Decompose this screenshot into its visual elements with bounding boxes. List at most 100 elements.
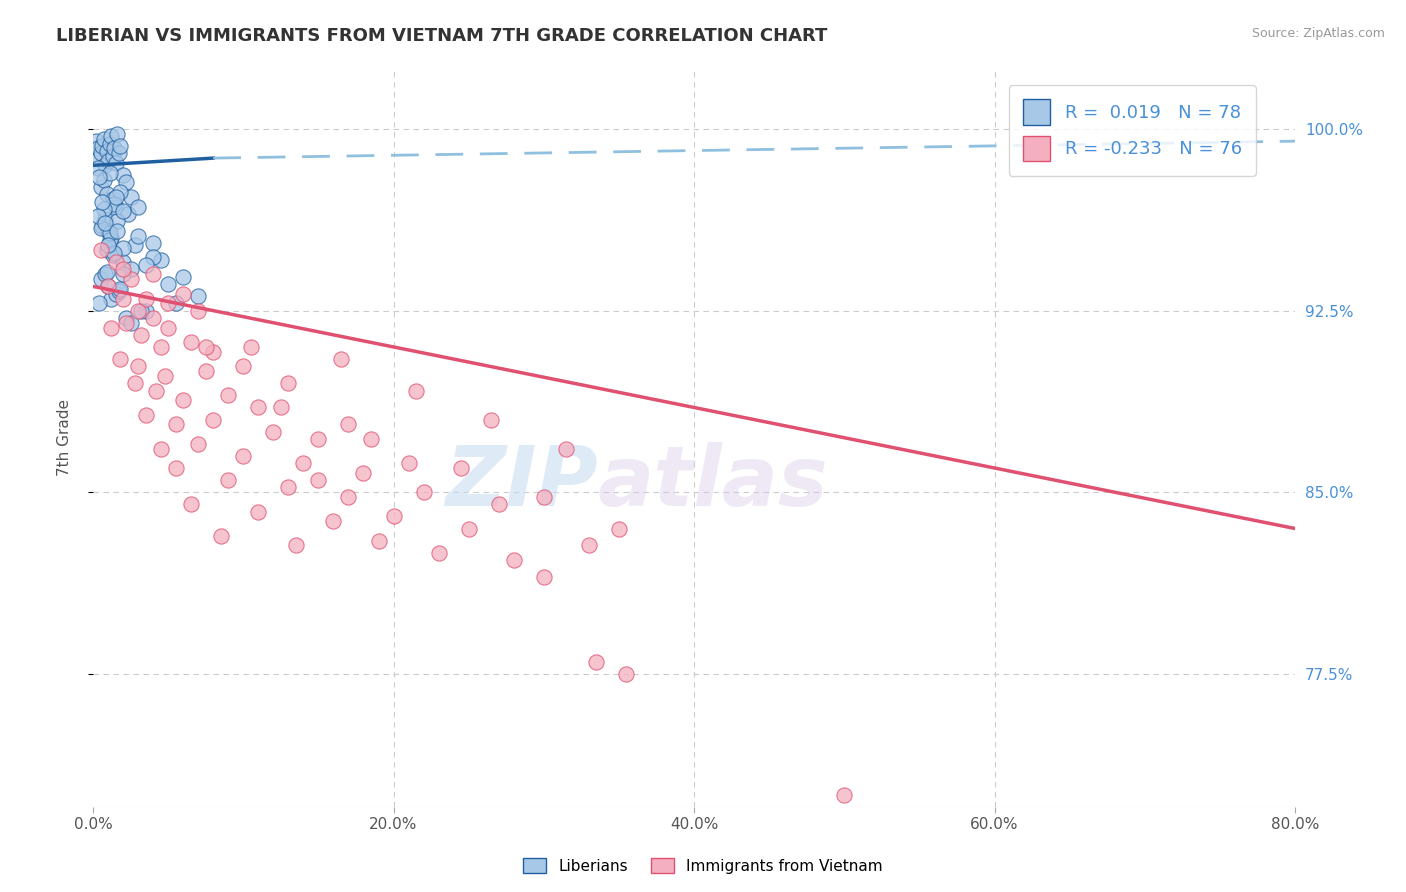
Point [149, 252, 172, 267]
Point [578, 539, 600, 553]
Point [91, 194, 114, 209]
Point [172, 393, 194, 408]
Point [124, 376, 146, 391]
Point [120, 190, 142, 204]
Point [93, 173, 115, 187]
Point [104, 156, 127, 170]
Point [103, 245, 125, 260]
Point [202, 344, 225, 359]
Point [120, 272, 142, 286]
Point [112, 255, 135, 269]
Point [103, 141, 125, 155]
Point [217, 388, 239, 402]
Point [149, 442, 172, 456]
Text: Source: ZipAtlas.com: Source: ZipAtlas.com [1251, 27, 1385, 40]
Point [100, 231, 122, 245]
Point [86, 161, 108, 175]
Point [127, 228, 149, 243]
Point [145, 384, 167, 398]
Point [142, 235, 165, 250]
Point [142, 251, 165, 265]
Point [262, 425, 284, 439]
Point [104, 286, 127, 301]
Point [217, 473, 239, 487]
Point [142, 268, 165, 282]
Point [96, 265, 118, 279]
Point [104, 190, 127, 204]
Point [112, 168, 135, 182]
Point [382, 509, 405, 524]
Point [89, 180, 111, 194]
Point [307, 473, 329, 487]
Point [86, 209, 108, 223]
Point [180, 335, 202, 350]
Point [97, 238, 120, 252]
Text: LIBERIAN VS IMMIGRANTS FROM VIETNAM 7TH GRADE CORRELATION CHART: LIBERIAN VS IMMIGRANTS FROM VIETNAM 7TH … [56, 27, 828, 45]
Point [94, 158, 117, 172]
Point [533, 490, 555, 504]
Point [84, 134, 107, 148]
Point [120, 262, 142, 277]
Point [97, 279, 120, 293]
Point [187, 303, 209, 318]
Point [165, 417, 187, 432]
Point [322, 514, 344, 528]
Point [97, 279, 120, 293]
Point [129, 327, 152, 342]
Point [337, 417, 360, 432]
Point [533, 570, 555, 584]
Point [115, 175, 138, 189]
Point [112, 262, 135, 277]
Point [135, 408, 157, 422]
Point [120, 316, 142, 330]
Text: atlas: atlas [598, 442, 828, 523]
Point [127, 303, 149, 318]
Point [165, 461, 187, 475]
Point [117, 207, 139, 221]
Point [277, 480, 299, 494]
Point [232, 449, 254, 463]
Point [135, 292, 157, 306]
Point [284, 539, 307, 553]
Point [89, 243, 111, 257]
Point [457, 522, 479, 536]
Point [398, 456, 420, 470]
Point [98, 226, 121, 240]
Point [91, 139, 114, 153]
Point [330, 352, 353, 367]
Point [153, 369, 176, 384]
Point [87, 296, 110, 310]
Point [97, 153, 120, 168]
Point [89, 146, 111, 161]
Point [232, 359, 254, 374]
Point [834, 788, 856, 802]
Point [93, 202, 115, 216]
Point [165, 296, 187, 310]
Point [157, 277, 180, 291]
Point [180, 497, 202, 511]
Point [450, 461, 472, 475]
Point [616, 666, 638, 681]
Point [270, 401, 292, 415]
Point [101, 248, 124, 262]
Point [87, 170, 110, 185]
Point [360, 432, 382, 446]
Point [209, 529, 232, 543]
Point [239, 340, 262, 354]
Point [100, 292, 122, 306]
Point [87, 151, 110, 165]
Point [115, 310, 138, 325]
Point [108, 185, 131, 199]
Point [96, 187, 118, 202]
Point [353, 466, 375, 480]
Point [112, 292, 135, 306]
Point [277, 376, 299, 391]
Point [105, 224, 128, 238]
Point [412, 485, 434, 500]
Legend: Liberians, Immigrants from Vietnam: Liberians, Immigrants from Vietnam [517, 852, 889, 880]
Point [96, 144, 118, 158]
Point [112, 241, 135, 255]
Point [101, 149, 124, 163]
Point [202, 412, 225, 426]
Point [93, 132, 115, 146]
